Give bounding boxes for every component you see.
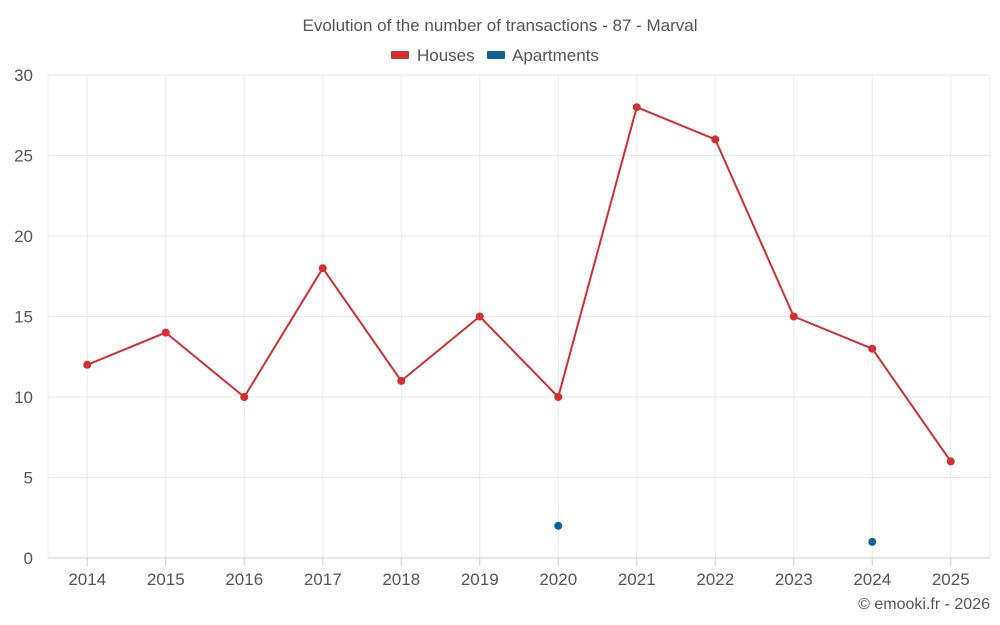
data-point-apartments-2020[interactable] [554,521,563,530]
series-houses-segment [86,331,167,366]
credit-text: © emooki.fr - 2026 [858,596,990,613]
series-houses [83,103,955,466]
legend-label-houses: Houses [417,46,475,65]
legend-swatch-apartments [487,51,505,59]
chart-title: Evolution of the number of transactions … [303,16,698,35]
y-tick-label: 5 [24,469,33,488]
data-point-houses-2021[interactable] [632,103,641,112]
x-tick-label: 2021 [618,570,656,589]
series-layer [83,103,955,546]
grid [47,74,991,559]
legend-item-houses[interactable]: Houses [391,46,475,65]
series-houses-segment [714,138,795,318]
data-point-houses-2023[interactable] [789,312,798,321]
legend-swatch-houses [391,51,409,59]
series-apartments [554,521,877,546]
y-tick-label: 20 [14,227,33,246]
series-houses-segment [478,315,560,398]
x-tick-label: 2020 [539,570,577,589]
y-tick-label: 30 [14,66,33,85]
x-tick-label: 2016 [225,570,263,589]
y-tick-label: 25 [14,147,33,166]
data-point-apartments-2024[interactable] [868,537,877,546]
series-houses-segment [557,106,638,398]
x-tick-label: 2015 [147,570,185,589]
y-tick-label: 15 [14,308,33,327]
legend-label-apartments: Apartments [512,46,599,65]
data-point-houses-2019[interactable] [475,312,484,321]
x-tick-label: 2023 [775,570,813,589]
y-tick-label: 10 [14,388,33,407]
data-point-houses-2022[interactable] [711,135,720,144]
series-houses-segment [871,347,952,463]
legend: Houses Apartments [391,46,599,65]
series-houses-segment [164,331,246,398]
x-tick-label: 2022 [696,570,734,589]
data-point-houses-2016[interactable] [240,393,249,401]
x-tick-label: 2019 [461,570,499,589]
data-point-houses-2025[interactable] [946,457,955,466]
data-point-houses-2018[interactable] [397,376,406,385]
series-houses-segment [321,267,403,382]
x-tick-label: 2014 [68,570,106,589]
data-point-houses-2014[interactable] [83,360,92,369]
series-houses-segment [635,106,717,141]
series-houses-segment [243,267,324,398]
series-houses-segment [400,315,481,382]
series-houses-segment [792,315,874,350]
data-point-houses-2020[interactable] [554,393,563,401]
legend-item-apartments[interactable]: Apartments [487,46,599,65]
x-tick-label: 2018 [382,570,420,589]
x-tick-label: 2017 [304,570,342,589]
data-point-houses-2017[interactable] [318,264,327,273]
x-tick-label: 2025 [932,570,970,589]
data-point-houses-2015[interactable] [161,328,170,337]
y-axis: 0 5 10 15 20 25 30 [14,66,33,568]
data-point-houses-2024[interactable] [868,344,877,353]
x-tick-label: 2024 [853,570,891,589]
y-tick-label: 0 [24,549,33,568]
x-axis: 2014 2015 2016 2017 2018 2019 2020 2021 2022 2023… [68,558,970,589]
